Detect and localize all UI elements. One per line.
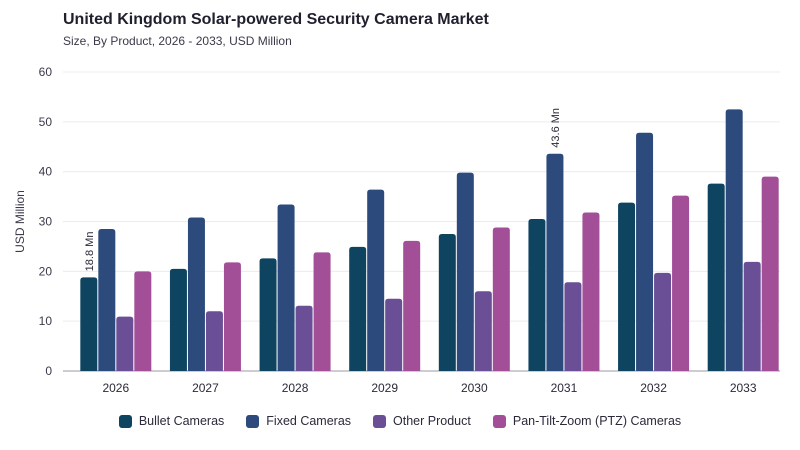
bar — [438, 233, 456, 371]
bar — [187, 217, 205, 371]
legend-label: Other Product — [393, 414, 471, 428]
bar — [707, 183, 725, 371]
legend-swatch — [118, 414, 132, 428]
bar — [618, 202, 636, 371]
y-axis-label: USD Million — [13, 190, 27, 253]
x-tick-label: 2027 — [192, 381, 219, 395]
bar — [134, 271, 152, 371]
legend-item-fixed-cameras: Fixed Cameras — [246, 414, 351, 428]
x-tick-label: 2028 — [282, 381, 309, 395]
bar — [367, 189, 385, 371]
bar — [116, 316, 134, 371]
x-tick-label: 2031 — [551, 381, 578, 395]
y-tick-label: 10 — [39, 314, 53, 328]
bar — [295, 305, 313, 371]
bar — [169, 268, 187, 371]
bar — [403, 240, 421, 371]
bar — [546, 153, 564, 371]
bar — [385, 298, 403, 371]
bar — [313, 252, 331, 371]
bar — [474, 291, 492, 371]
bar — [223, 262, 241, 371]
y-tick-label: 0 — [45, 364, 52, 378]
bar — [528, 219, 546, 371]
bar — [636, 132, 654, 371]
legend-label: Bullet Cameras — [138, 414, 225, 428]
bar — [743, 261, 761, 371]
bar — [80, 277, 98, 371]
bar — [725, 109, 743, 371]
legend-item-other-product: Other Product — [373, 414, 471, 428]
bar — [654, 272, 672, 371]
bar — [456, 172, 474, 371]
bar — [349, 246, 367, 371]
y-tick-label: 20 — [39, 264, 53, 278]
chart-title: United Kingdom Solar-powered Security Ca… — [63, 11, 489, 28]
bar — [761, 176, 779, 371]
data-label: 43.6 Mn — [550, 108, 562, 148]
legend-swatch — [492, 414, 506, 428]
bar — [564, 282, 582, 371]
x-tick-label: 2033 — [730, 381, 757, 395]
y-tick-label: 50 — [39, 115, 53, 129]
legend-label: Pan-Tilt-Zoom (PTZ) Cameras — [512, 414, 682, 428]
legend-item-ptz-cameras: Pan-Tilt-Zoom (PTZ) Cameras — [492, 414, 682, 428]
y-tick-label: 60 — [39, 65, 53, 79]
bar — [582, 212, 600, 371]
x-tick-label: 2030 — [461, 381, 488, 395]
y-tick-label: 30 — [39, 215, 53, 229]
legend-swatch — [373, 414, 387, 428]
data-label: 18.8 Mn — [84, 232, 96, 272]
x-tick-label: 2032 — [640, 381, 667, 395]
bar — [672, 195, 690, 371]
bar — [492, 227, 510, 371]
chart-subtitle: Size, By Product, 2026 - 2033, USD Milli… — [63, 34, 292, 48]
chart-legend: Bullet Cameras Fixed Cameras Other Produ… — [0, 414, 800, 428]
x-tick-label: 2029 — [371, 381, 398, 395]
bar — [98, 228, 116, 371]
legend-item-bullet-cameras: Bullet Cameras — [118, 414, 225, 428]
legend-swatch — [246, 414, 260, 428]
x-tick-label: 2026 — [102, 381, 129, 395]
bar — [277, 204, 295, 371]
bar — [205, 311, 223, 371]
bar — [259, 258, 277, 371]
y-tick-label: 40 — [39, 165, 53, 179]
legend-label: Fixed Cameras — [266, 414, 352, 428]
